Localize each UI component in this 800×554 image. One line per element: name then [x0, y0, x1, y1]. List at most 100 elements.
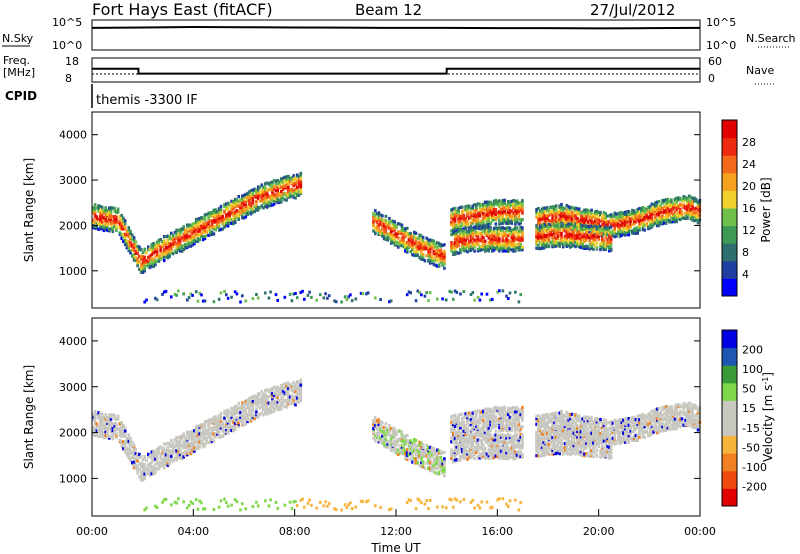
power-echo-cell	[425, 236, 428, 240]
velocity-echo-cell	[209, 426, 212, 430]
power-echo-cell	[262, 187, 265, 191]
power-echo-cell	[537, 235, 540, 239]
velocity-echo-cell	[264, 401, 267, 405]
velocity-echo-cell	[290, 507, 294, 511]
power-echo-cell	[505, 216, 508, 220]
power-echo-cell	[278, 192, 281, 196]
power-echo-cell	[95, 218, 99, 222]
velocity-echo-cell	[453, 436, 457, 441]
power-echo-cell	[299, 173, 303, 177]
power-echo-cell	[434, 242, 437, 246]
power-echo-cell	[482, 245, 485, 249]
power-echo-cell	[198, 291, 201, 295]
power-echo-cell	[93, 203, 97, 207]
power-echo-cell	[122, 224, 125, 228]
power-echo-cell	[517, 242, 521, 246]
velocity-echo-cell	[274, 388, 278, 392]
power-echo-cell	[159, 253, 162, 257]
power-echo-cell	[400, 223, 404, 227]
power-echo-cell	[544, 214, 547, 218]
power-echo-cell	[505, 239, 508, 243]
power-echo-cell	[574, 220, 577, 224]
power-echo-cell	[563, 214, 567, 218]
power-echo-cell	[498, 199, 501, 203]
power-echo-cell	[471, 233, 475, 237]
power-echo-cell	[299, 182, 303, 186]
power-echo-cell	[576, 236, 579, 240]
power-echo-cell	[572, 227, 576, 231]
power-echo-cell	[262, 196, 265, 200]
velocity-echo-cell	[386, 442, 389, 446]
velocity-echo-cell	[267, 395, 271, 399]
power-echo-cell	[590, 231, 593, 235]
power-echo-cell	[191, 222, 194, 226]
power-echo-cell	[464, 216, 467, 221]
power-echo-cell	[441, 263, 444, 267]
power-echo-cell	[496, 242, 499, 246]
velocity-echo-cell	[131, 445, 134, 449]
velocity-echo-cell	[428, 445, 432, 449]
power-echo-cell	[503, 249, 506, 253]
power-echo-cell	[265, 195, 269, 200]
power-echo-cell	[542, 206, 545, 210]
power-echo-cell	[466, 207, 469, 211]
power-echo-cell	[271, 190, 274, 194]
power-echo-cell	[226, 296, 230, 300]
velocity-echo-cell	[386, 432, 389, 436]
power-echo-cell	[485, 220, 489, 224]
power-echo-cell	[443, 256, 446, 260]
power-echo-cell	[425, 242, 428, 247]
velocity-echo-cell	[127, 456, 131, 460]
power-echo-cell	[420, 257, 423, 261]
power-echo-cell	[428, 259, 432, 263]
velocity-echo-cell	[271, 392, 274, 396]
power-echo-cell	[549, 223, 553, 227]
velocity-echo-cell	[441, 451, 444, 455]
power-echo-cell	[285, 194, 288, 198]
power-echo-cell	[544, 223, 547, 227]
velocity-echo-cell	[326, 504, 329, 508]
power-echo-cell	[246, 191, 249, 195]
power-echo-cell	[505, 249, 508, 253]
velocity-echo-cell	[288, 400, 292, 404]
velocity-echo-cell	[452, 458, 455, 462]
velocity-echo-cell	[237, 424, 240, 429]
power-echo-cell	[641, 220, 645, 224]
power-echo-cell	[464, 207, 467, 211]
power-echo-cell	[177, 247, 180, 251]
velocity-echo-cell	[109, 413, 113, 417]
power-echo-cell	[597, 227, 600, 231]
power-echo-cell	[464, 249, 467, 253]
power-echo-cell	[452, 215, 455, 220]
power-echo-cell	[572, 239, 576, 243]
velocity-echo-cell	[269, 402, 272, 406]
power-echo-cell	[221, 227, 225, 231]
velocity-echo-cell	[212, 415, 216, 419]
power-echo-cell	[668, 204, 671, 208]
velocity-echo-cell	[457, 426, 460, 430]
power-echo-cell	[294, 178, 297, 182]
velocity-echo-cell	[274, 400, 278, 404]
velocity-echo-cell	[152, 465, 155, 469]
velocity-echo-cell	[439, 455, 443, 460]
power-echo-cell	[134, 256, 138, 260]
power-echo-cell	[570, 224, 574, 228]
velocity-echo-cell	[255, 397, 258, 401]
power-echo-cell	[136, 257, 139, 261]
velocity-echo-cell	[95, 429, 99, 433]
power-echo-cell	[510, 221, 514, 225]
power-echo-cell	[565, 217, 569, 221]
velocity-echo-cell	[139, 472, 143, 476]
power-echo-cell	[595, 233, 599, 237]
power-echo-cell	[113, 215, 116, 219]
power-echo-cell	[187, 223, 191, 227]
power-echo-cell	[161, 254, 164, 258]
power-echo-cell	[473, 242, 476, 246]
power-echo-cell	[519, 244, 522, 248]
power-echo-cell	[563, 229, 567, 233]
velocity-echo-cell	[405, 448, 409, 452]
power-echo-cell	[281, 185, 285, 189]
velocity-echo-cell	[139, 461, 143, 466]
power-echo-cell	[563, 223, 567, 227]
